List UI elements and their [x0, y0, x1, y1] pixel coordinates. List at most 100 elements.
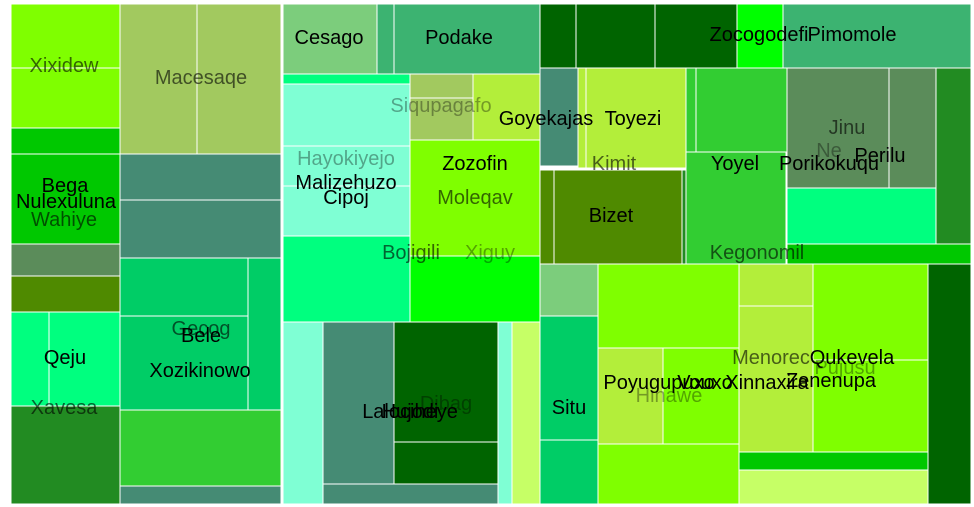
treemap-cell — [736, 3, 784, 69]
treemap-cell — [10, 153, 121, 245]
treemap-cell — [738, 451, 929, 471]
treemap-cell — [497, 321, 513, 505]
cell-label-xavesa: Xavesa — [31, 397, 99, 419]
treemap-cell — [539, 315, 599, 441]
treemap-cell — [119, 3, 198, 155]
treemap-cell — [322, 321, 395, 485]
treemap-cell — [10, 127, 121, 155]
treemap-cell — [282, 185, 411, 237]
cell-label-kimit: Kimit — [592, 153, 637, 175]
cell-label-lalociheye: Lalociheye — [362, 401, 458, 423]
treemap-cell — [738, 305, 814, 453]
cell-label-kegonomil: Kegonomil — [710, 242, 805, 264]
cell-label-xiguy: Xiguy — [465, 242, 515, 264]
cell-label-dibag: Dibag — [420, 393, 472, 415]
cell-label-qukevela: Qukevela — [810, 347, 895, 369]
treemap-cell — [282, 73, 411, 85]
cell-label-goyekajas: Goyekajas — [499, 108, 594, 130]
cell-label-situ: Situ — [552, 397, 586, 419]
treemap-cell — [282, 235, 411, 323]
cell-label-bizet: Bizet — [589, 205, 634, 227]
treemap-cell — [409, 139, 541, 257]
treemap-cell — [539, 169, 555, 265]
treemap-cell — [10, 243, 121, 277]
treemap-cell — [597, 263, 740, 349]
treemap-cell — [782, 3, 972, 69]
cell-label-poyugupuxo: Poyugupuxo — [603, 372, 714, 394]
treemap-cell — [10, 311, 50, 407]
treemap-cell — [597, 443, 740, 505]
cell-label-xixidew: Xixidew — [30, 55, 99, 77]
treemap-cell — [393, 441, 499, 485]
cell-label-moleqav: Moleqav — [437, 187, 513, 209]
treemap-cell — [681, 169, 687, 265]
treemap-cell — [575, 3, 656, 69]
treemap-cell — [539, 3, 577, 69]
treemap-cell — [119, 199, 282, 259]
cell-label-nulexuluna: Nulexuluna — [16, 191, 117, 213]
treemap-cell — [786, 187, 937, 245]
treemap-cell — [786, 67, 890, 189]
treemap-cell — [539, 439, 599, 505]
cell-label-perilu: Perilu — [854, 145, 905, 167]
cell-label-bele: Bele — [181, 325, 221, 347]
treemap-cell — [10, 67, 121, 129]
treemap-cell — [376, 3, 395, 75]
treemap-cell — [662, 347, 740, 445]
cell-label-jinu: Jinu — [829, 117, 866, 139]
treemap-cell — [927, 263, 972, 505]
cell-label-zocogodefi: Zocogodefi — [710, 24, 809, 46]
treemap-cell — [888, 67, 937, 189]
cell-label-bojigili: Bojigili — [382, 242, 440, 264]
treemap-cell — [322, 483, 499, 505]
treemap-cell — [553, 169, 683, 265]
treemap-cell — [393, 321, 499, 443]
treemap-cell — [282, 321, 324, 505]
treemap-cell — [119, 485, 282, 505]
cell-label-malizehuzo: Malizehuzo — [295, 172, 396, 194]
treemap-cell — [511, 321, 541, 505]
treemap-cell — [10, 275, 121, 313]
treemap-cell — [247, 257, 282, 411]
treemap-cell — [685, 151, 787, 265]
treemap-cell — [738, 263, 814, 307]
cell-label-xinnaxira: Xinnaxira — [725, 372, 809, 394]
cell-label-ne: Ne — [816, 140, 842, 162]
cell-label-menorec: Menorec — [732, 347, 810, 369]
cell-label-vouxo: Vouxo — [677, 372, 733, 394]
treemap-cell — [119, 315, 249, 411]
treemap-cell — [539, 263, 599, 317]
treemap-cell — [282, 83, 411, 147]
cell-label-podake: Podake — [425, 27, 493, 49]
cell-label-gecog: Gecog — [172, 318, 231, 340]
treemap-cell — [472, 73, 541, 141]
cell-label-toyezi: Toyezi — [605, 108, 662, 130]
treemap-cell — [409, 255, 541, 323]
cell-label-bega: Bega — [42, 175, 90, 197]
cell-label-porikokuqu: Porikokuqu — [779, 153, 879, 175]
treemap-cell — [935, 67, 972, 245]
treemap-cell — [409, 73, 474, 99]
treemap-cell — [119, 153, 282, 201]
treemap-cell — [119, 257, 249, 317]
treemap-cell — [786, 243, 972, 265]
cell-label-hayokiyejo: Hayokiyejo — [297, 148, 395, 170]
treemap-cell — [812, 263, 929, 361]
cell-label-siqupagafo: Siqupagafo — [390, 95, 491, 117]
cell-label-pujusu: Pujusu — [814, 357, 875, 379]
treemap-cell — [10, 405, 121, 505]
cell-label-macesaqe: Macesaqe — [155, 67, 247, 89]
cell-label-zozofin: Zozofin — [442, 153, 508, 175]
treemap-cell — [695, 67, 788, 153]
cell-label-zenenupa: Zenenupa — [786, 370, 877, 392]
treemap-cell — [738, 469, 929, 505]
cell-label-hinawe: Hinawe — [636, 385, 703, 407]
cell-label-hujodi: Hujodi — [382, 401, 439, 423]
cell-label-xozikinowo: Xozikinowo — [149, 360, 250, 382]
cell-label-pimomole: Pimomole — [808, 24, 897, 46]
treemap-cell — [10, 3, 121, 69]
cell-label-qeju: Qeju — [44, 347, 86, 369]
treemap-cell — [196, 3, 282, 155]
cell-label-cipoj: Cipoj — [323, 187, 369, 209]
